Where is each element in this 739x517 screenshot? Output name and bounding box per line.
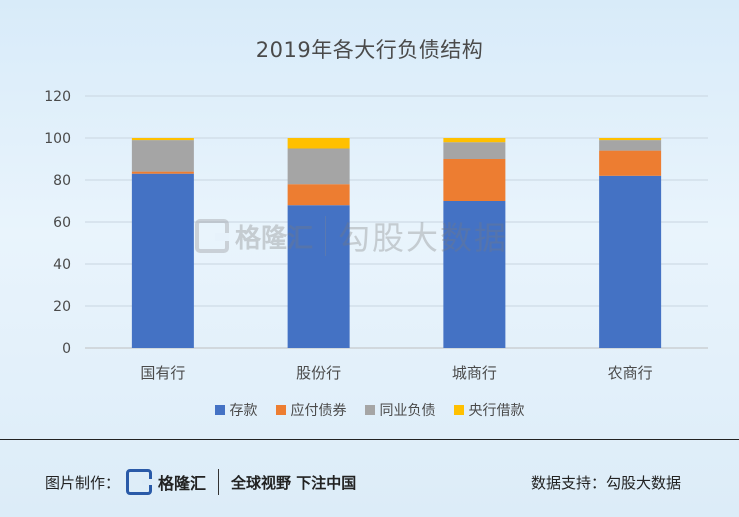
bar-segment xyxy=(599,175,662,348)
bar-segment xyxy=(443,138,506,143)
bar-segment xyxy=(599,138,662,141)
footer-made-by-label: 图片制作： xyxy=(45,473,121,492)
y-tick-label: 120 xyxy=(44,89,71,105)
legend-item: 同业负债 xyxy=(364,400,436,420)
y-tick-label: 80 xyxy=(53,173,71,189)
footer: 图片制作： 格隆汇 全球视野 下注中国 数据支持：勾股大数据 xyxy=(0,455,739,505)
bar-segment xyxy=(599,150,662,176)
x-tick-label: 城商行 xyxy=(452,364,497,382)
bar-segment xyxy=(443,142,506,159)
chart-legend: 存款 应付债券 同业负债 央行借款 xyxy=(0,400,739,420)
legend-item: 存款 xyxy=(214,400,258,420)
bar-segment xyxy=(287,148,350,185)
legend-swatch xyxy=(453,405,464,415)
legend-swatch xyxy=(275,405,286,415)
bar-segment xyxy=(287,205,350,348)
x-tick-label: 农商行 xyxy=(608,364,653,382)
bar-segment xyxy=(443,201,506,348)
y-tick-label: 60 xyxy=(53,215,71,231)
footer-slogan: 全球视野 下注中国 xyxy=(231,473,357,492)
bar-segment xyxy=(131,173,194,348)
stacked-bar-chart: 0 20 40 60 80 100 120 国有行 股份行 城商行 农商行 xyxy=(44,89,708,382)
bar-segment xyxy=(131,171,194,174)
y-tick-label: 40 xyxy=(53,257,71,273)
legend-swatch xyxy=(214,405,225,415)
footer-logo-icon xyxy=(126,469,153,495)
x-tick-label: 国有行 xyxy=(140,364,185,382)
bar-segment xyxy=(131,140,194,172)
chart-title: 2019年各大行负债结构 xyxy=(255,38,484,62)
y-tick-label: 0 xyxy=(62,341,71,357)
bar-segment xyxy=(599,140,662,151)
bar-segment xyxy=(131,138,194,141)
footer-divider xyxy=(0,439,739,440)
legend-label: 应付债券 xyxy=(290,403,347,419)
legend-swatch xyxy=(364,405,375,415)
y-tick-label: 100 xyxy=(44,131,71,147)
footer-separator xyxy=(218,469,220,495)
legend-item: 央行借款 xyxy=(453,400,525,420)
footer-left: 图片制作： 格隆汇 全球视野 下注中国 xyxy=(45,469,356,495)
bar-segment xyxy=(287,138,350,149)
footer-brand: 格隆汇 xyxy=(158,474,207,493)
y-tick-label: 20 xyxy=(53,299,71,315)
bar-segment xyxy=(287,184,350,206)
footer-data-support: 数据支持：勾股大数据 xyxy=(530,474,681,492)
x-tick-label: 股份行 xyxy=(296,364,341,382)
bar-segment xyxy=(443,159,506,201)
legend-item: 应付债券 xyxy=(275,400,347,420)
legend-label: 央行借款 xyxy=(468,403,525,419)
legend-label: 存款 xyxy=(229,403,258,419)
legend-label: 同业负债 xyxy=(379,403,436,419)
